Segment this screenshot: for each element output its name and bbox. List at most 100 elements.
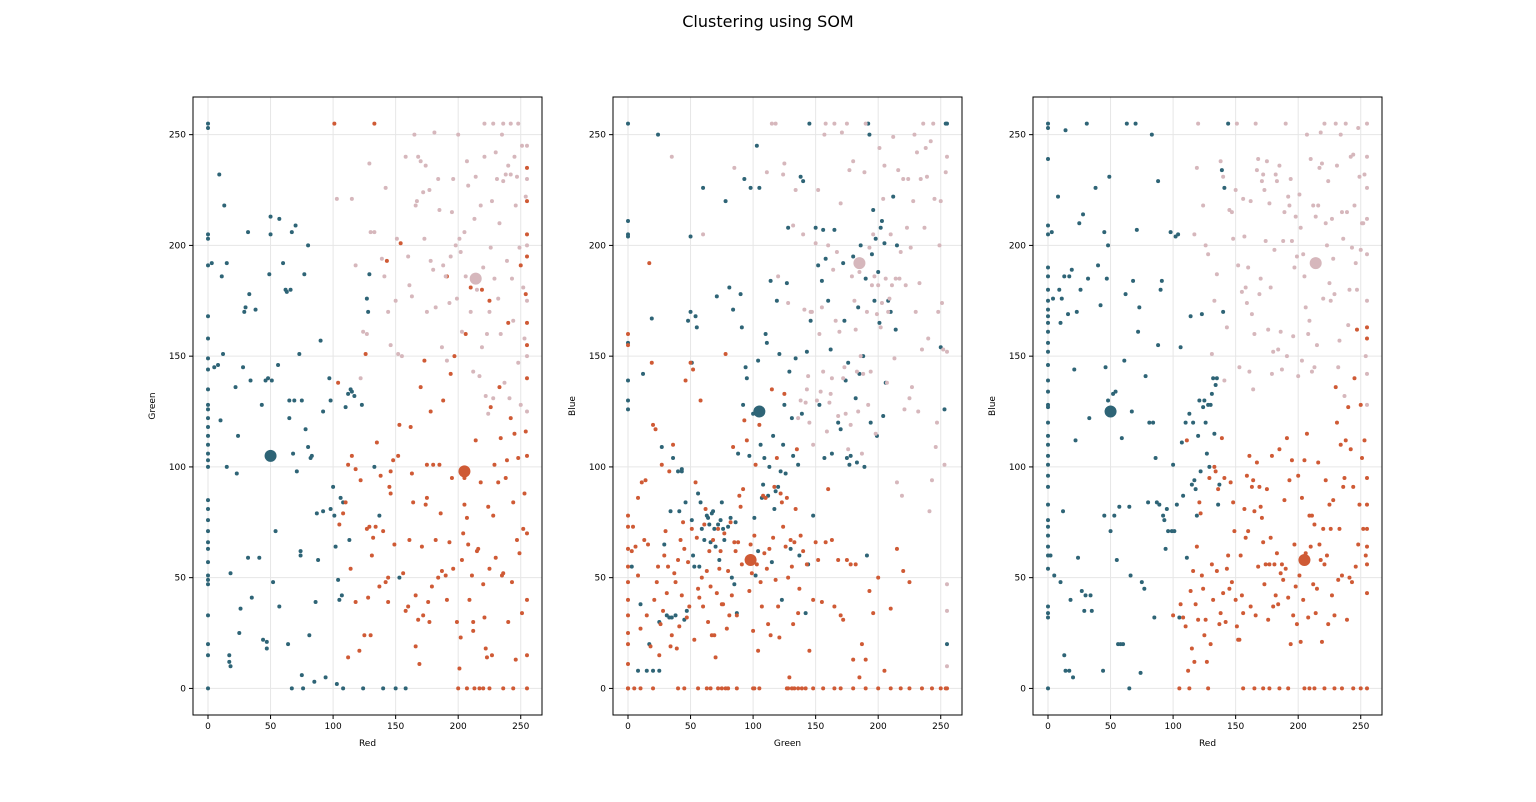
data-point-pink (944, 154, 949, 159)
data-point-teal (873, 236, 878, 241)
data-point-orange (1346, 405, 1351, 410)
data-point-pink (1239, 289, 1244, 294)
data-point-orange (1301, 597, 1306, 602)
data-point-orange (821, 686, 826, 691)
data-point-pink (1339, 210, 1344, 215)
data-point-orange (676, 557, 681, 562)
data-point-orange (388, 469, 393, 474)
data-point-orange (1308, 544, 1313, 549)
data-point-teal (216, 363, 221, 368)
data-point-teal (257, 555, 262, 560)
data-point-orange (1364, 562, 1369, 567)
data-point-pink (1283, 121, 1288, 126)
data-point-teal (726, 524, 731, 529)
data-point-pink (416, 154, 421, 159)
data-point-orange (449, 475, 454, 480)
figure-title: Clustering using SOM (682, 12, 854, 31)
data-point-pink (944, 664, 949, 669)
data-point-orange (487, 298, 492, 303)
data-point-pink (1261, 172, 1266, 177)
data-point-pink (1247, 369, 1252, 374)
data-point-teal (206, 686, 211, 691)
data-point-orange (484, 655, 489, 660)
data-point-teal (1204, 451, 1209, 456)
data-point-teal (227, 653, 232, 658)
data-point-teal (763, 332, 768, 337)
data-point-teal (277, 604, 282, 609)
data-point-pink (431, 267, 436, 272)
data-point-orange (738, 504, 743, 509)
data-point-orange (757, 686, 762, 691)
data-point-teal (1056, 194, 1061, 199)
data-point-teal (1113, 389, 1118, 394)
data-point-pink (1312, 365, 1317, 370)
data-point-orange (498, 436, 503, 441)
y-tick-label: 150 (169, 352, 186, 362)
data-point-orange (492, 462, 497, 467)
data-point-pink (459, 329, 464, 334)
data-point-teal (1046, 462, 1051, 467)
data-point-pink (1328, 298, 1333, 303)
data-point-teal (289, 686, 294, 691)
data-point-orange (836, 557, 841, 562)
data-point-orange (1261, 686, 1266, 691)
data-point-pink (1194, 165, 1199, 170)
data-point-pink (928, 139, 933, 144)
data-point-pink (852, 298, 857, 303)
data-point-pink (1311, 203, 1316, 208)
data-point-orange (523, 292, 528, 297)
data-point-orange (703, 507, 708, 511)
data-point-orange (1322, 686, 1327, 691)
data-point-teal (249, 595, 254, 600)
data-point-teal (224, 464, 229, 469)
data-point-teal (1158, 287, 1163, 292)
data-point-pink (839, 130, 844, 135)
data-point-teal (1153, 456, 1158, 461)
data-point-teal (1046, 533, 1051, 538)
data-point-orange (662, 553, 667, 558)
data-point-pink (441, 263, 446, 268)
data-point-teal (823, 256, 828, 261)
data-point-orange (626, 686, 631, 691)
data-point-teal (206, 573, 211, 578)
data-point-teal (1166, 529, 1171, 534)
data-point-teal (1221, 309, 1226, 314)
data-point-pink (941, 347, 946, 352)
data-point-teal (629, 564, 634, 569)
data-point-teal (718, 518, 723, 523)
data-point-orange (353, 600, 358, 605)
data-point-pink (1364, 371, 1369, 376)
data-point-pink (1256, 157, 1261, 162)
data-point-pink (524, 176, 529, 181)
data-point-pink (1243, 285, 1248, 290)
data-point-orange (396, 453, 401, 458)
y-tick-label: 0 (600, 684, 606, 694)
data-point-pink (1364, 185, 1369, 190)
data-point-orange (1196, 617, 1201, 622)
data-point-orange (349, 453, 354, 458)
data-point-teal (882, 241, 887, 246)
data-point-orange (444, 597, 449, 602)
data-point-orange (518, 263, 523, 268)
data-point-teal (1046, 307, 1051, 312)
data-point-teal (323, 675, 328, 680)
data-point-teal (233, 385, 238, 390)
data-point-teal (868, 420, 873, 425)
data-point-orange (457, 666, 462, 671)
data-point-orange (661, 608, 666, 613)
data-point-pink (457, 236, 462, 241)
data-point-teal (366, 309, 371, 314)
data-point-pink (944, 582, 949, 587)
data-point-pink (361, 329, 366, 334)
x-tick-label: 200 (1290, 722, 1307, 732)
data-point-orange (737, 493, 742, 498)
data-point-orange (1224, 566, 1229, 571)
data-point-teal (716, 522, 721, 527)
data-point-pink (496, 296, 501, 301)
data-point-teal (793, 356, 798, 361)
data-point-teal (626, 378, 631, 383)
data-point-orange (693, 480, 698, 485)
data-point-orange (938, 686, 943, 691)
data-point-teal (1046, 502, 1051, 507)
